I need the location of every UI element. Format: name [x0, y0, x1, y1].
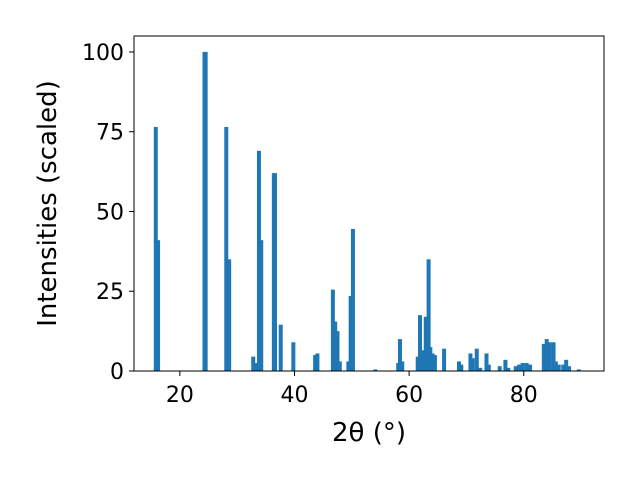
bar: [517, 364, 522, 371]
bar: [428, 347, 433, 371]
bar: [346, 361, 351, 371]
bar: [506, 367, 511, 371]
bar: [513, 366, 518, 371]
bar: [420, 350, 425, 371]
plot-area: [134, 36, 604, 371]
bar: [567, 366, 572, 371]
bar: [486, 364, 491, 371]
y-axis-label: Intensities (scaled): [33, 80, 63, 327]
bar: [520, 363, 525, 371]
bar: [278, 324, 283, 371]
bar: [456, 361, 461, 371]
bar: [478, 367, 483, 371]
x-ticks-group: 20 40 60 80: [166, 371, 538, 408]
bar: [350, 229, 355, 371]
y-tick-label: 0: [110, 360, 124, 385]
bar: [415, 356, 420, 371]
bar: [474, 348, 479, 371]
x-tick-label: 80: [510, 383, 538, 408]
bar: [348, 296, 353, 371]
bar: [459, 364, 464, 371]
bar: [544, 339, 549, 371]
y-tick-label: 100: [82, 41, 124, 66]
x-tick-label: 60: [395, 383, 423, 408]
bar: [224, 126, 229, 372]
bar: [528, 364, 533, 371]
x-axis-label: 2θ (°): [332, 418, 406, 448]
bar: [315, 353, 320, 371]
x-tick-label: 40: [280, 383, 308, 408]
bar: [484, 353, 489, 371]
bar: [273, 173, 277, 371]
bar: [497, 366, 502, 371]
bar: [251, 356, 256, 371]
y-ticks-group: 0 25 50 75 100: [82, 41, 134, 385]
bar: [551, 342, 556, 371]
bar: [547, 342, 552, 371]
bar: [576, 369, 581, 371]
bar: [468, 353, 473, 371]
bar: [553, 361, 558, 371]
bar: [423, 316, 428, 371]
bar: [373, 369, 378, 371]
bar: [503, 359, 508, 371]
bar: [470, 358, 475, 371]
bar: [253, 363, 258, 371]
bar: [333, 321, 338, 371]
y-tick-label: 25: [96, 280, 124, 305]
bar: [259, 240, 264, 371]
bar: [430, 353, 435, 371]
bar: [556, 364, 561, 371]
bar: [313, 355, 318, 371]
bar: [330, 289, 335, 371]
bar: [561, 364, 566, 371]
y-tick-label: 75: [96, 121, 124, 146]
bar: [524, 363, 529, 371]
bar: [541, 343, 546, 371]
bar: [432, 355, 437, 371]
bar: [153, 126, 158, 372]
bar: [426, 259, 431, 371]
y-tick-label: 50: [96, 200, 124, 225]
x-tick-label: 20: [166, 383, 194, 408]
bar: [442, 348, 447, 371]
bar: [335, 331, 340, 371]
bars-group: [153, 51, 581, 372]
bar: [256, 150, 261, 371]
bar: [418, 315, 423, 371]
bar: [227, 259, 232, 371]
bar: [203, 51, 208, 371]
bar: [397, 339, 402, 371]
bar: [400, 361, 405, 371]
bar: [564, 359, 569, 371]
bar: [156, 240, 161, 371]
bar: [337, 361, 342, 371]
plot-frame: [133, 35, 605, 372]
bar: [291, 342, 296, 371]
